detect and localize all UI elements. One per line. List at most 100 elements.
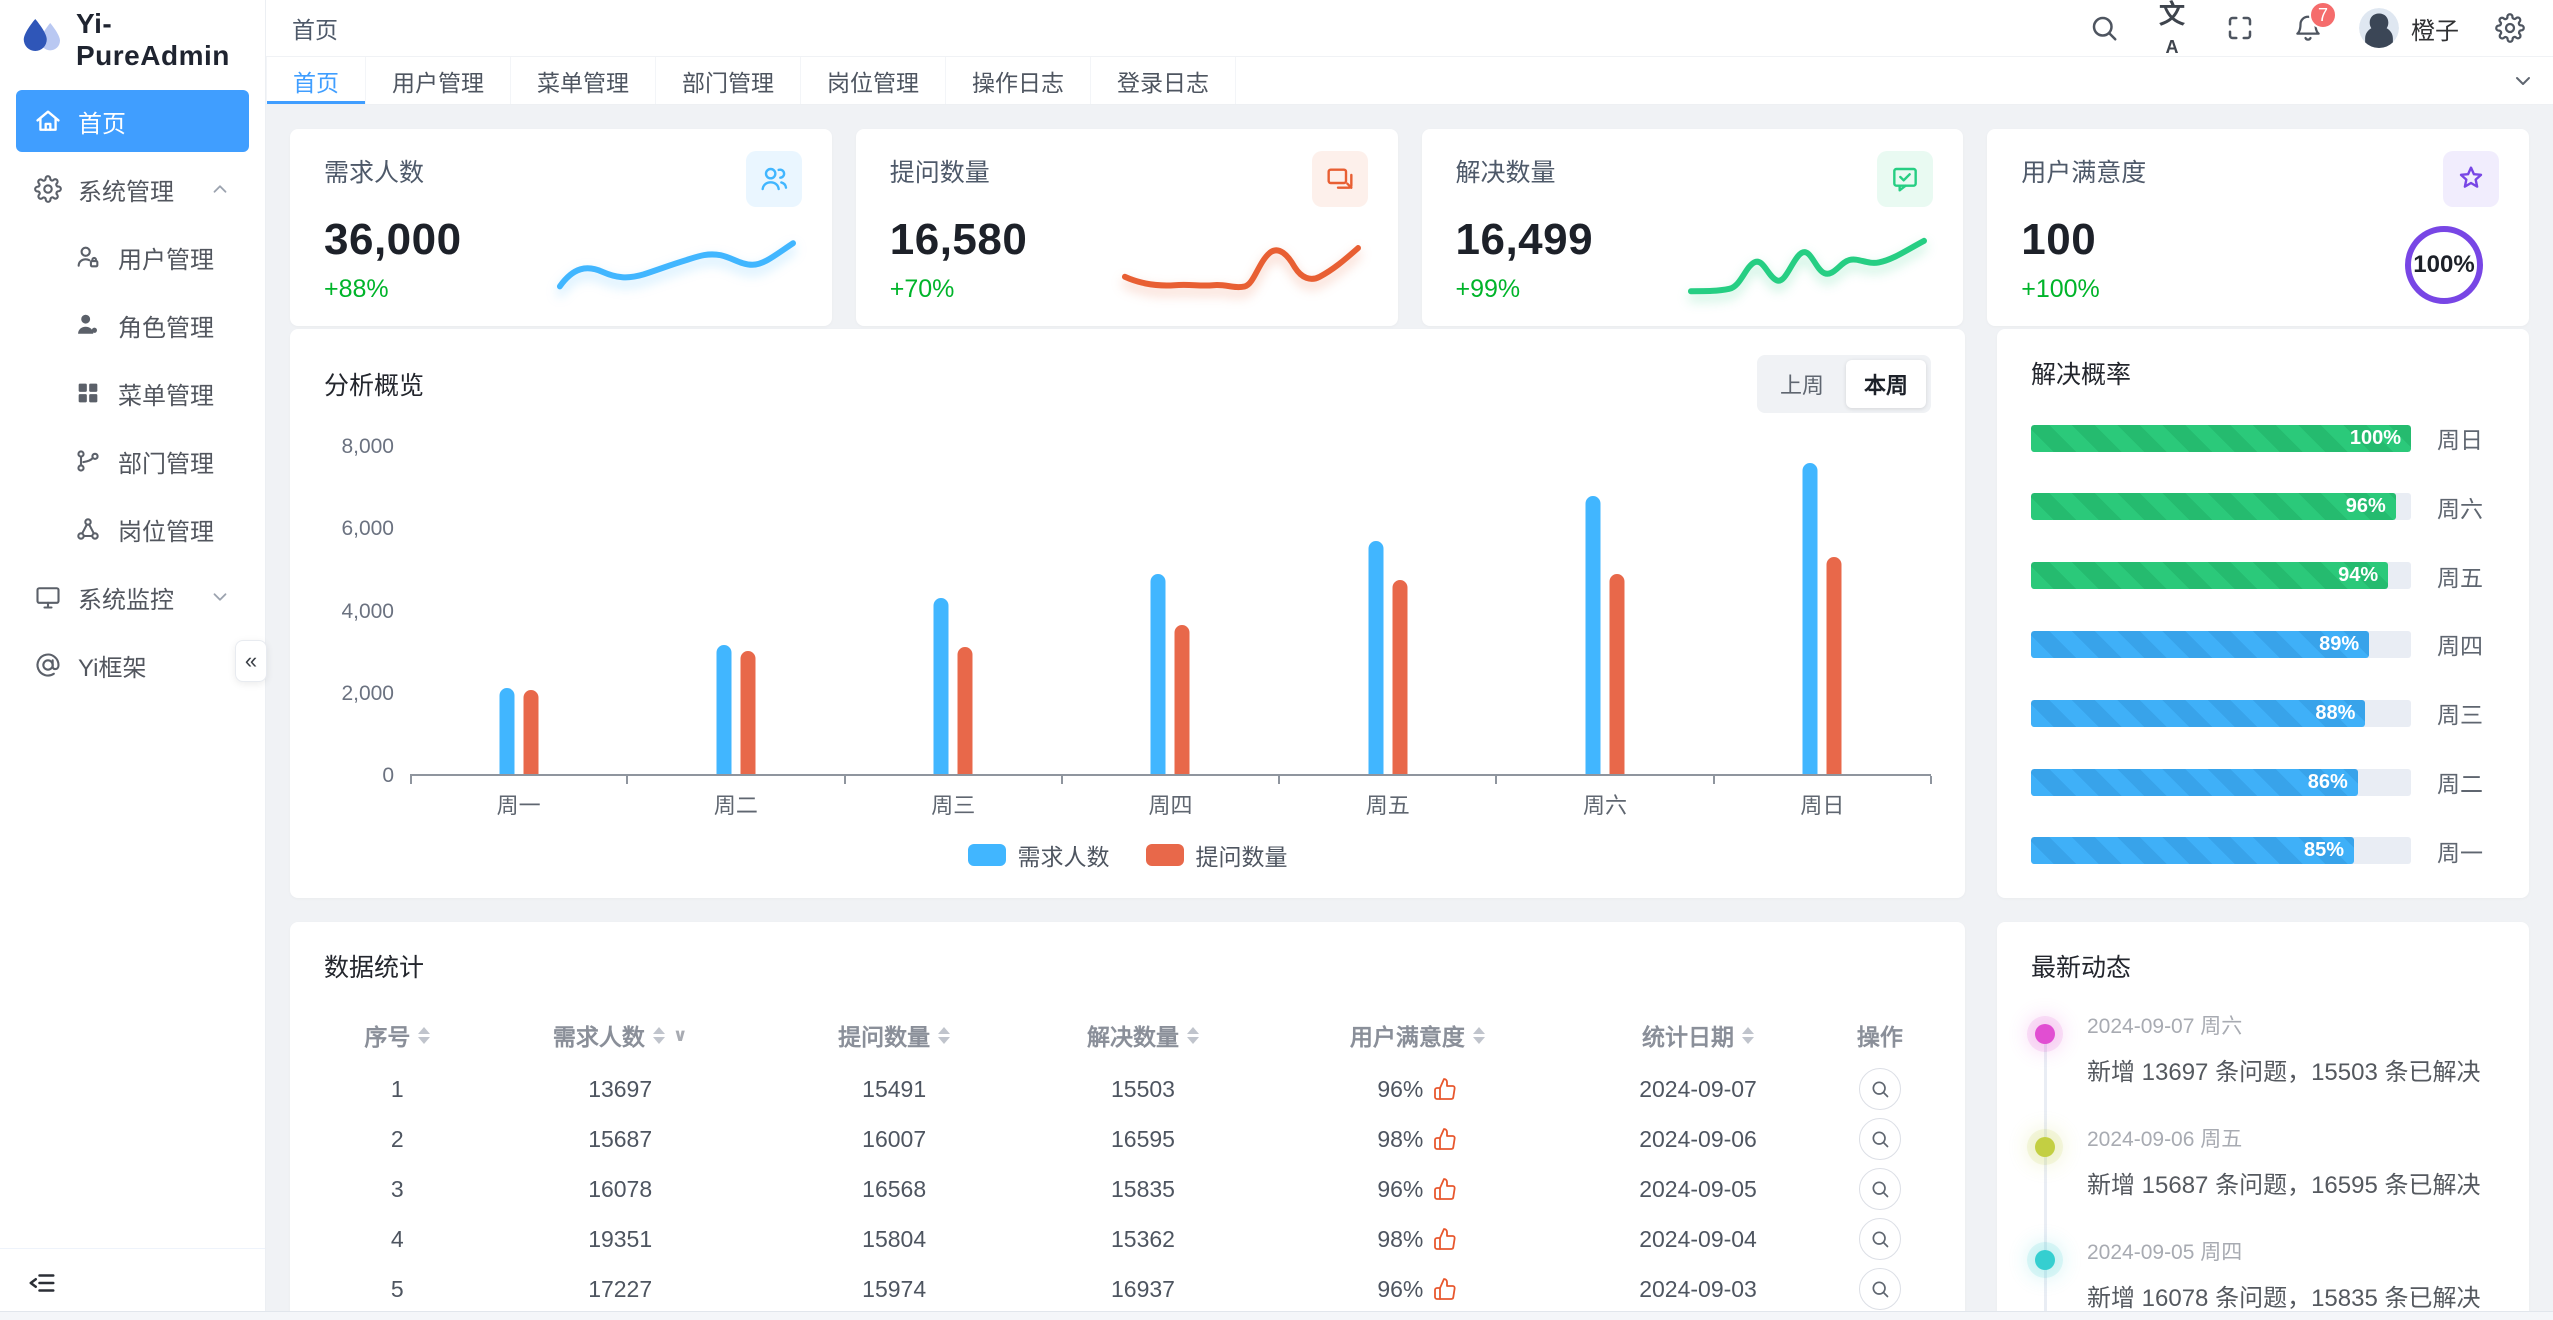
- role-icon: [74, 311, 102, 339]
- satisfaction-value: 98%: [1267, 1226, 1567, 1253]
- thumb-up-icon: [1433, 1227, 1457, 1251]
- sidebar-item-home[interactable]: 首页: [16, 90, 249, 152]
- progress-fill: 96%: [2031, 493, 2396, 521]
- bar-提问数量: [1826, 557, 1842, 774]
- stat-cards-row: 需求人数 36,000 +88% 提问数量 16,580 +70% 解决数量 16,499 +9…: [290, 129, 2529, 326]
- satisfaction-percent: 98%: [1377, 1125, 1424, 1152]
- progress-value: 94%: [2338, 564, 2379, 587]
- tab-home[interactable]: 首页: [266, 57, 366, 104]
- view-detail-button[interactable]: [1858, 1068, 1901, 1110]
- settings-gear-icon[interactable]: [2493, 11, 2527, 45]
- legend-swatch: [1145, 844, 1184, 866]
- sort-carets-icon: [418, 1026, 431, 1044]
- cell-demand: 17227: [588, 1275, 653, 1302]
- column-header-satisfaction[interactable]: 用户满意度: [1267, 1006, 1567, 1064]
- home-icon: [34, 107, 62, 135]
- logo[interactable]: Yi-PureAdmin: [0, 0, 265, 80]
- sidebar-item-menu-management[interactable]: 菜单管理: [16, 362, 249, 424]
- bar-pair: [1150, 447, 1190, 774]
- progress-value: 88%: [2315, 701, 2356, 724]
- breadcrumb[interactable]: 首页: [292, 17, 338, 43]
- column-header-solved[interactable]: 解决数量: [1019, 1006, 1268, 1064]
- timeline-date: 2024-09-06 周五: [2087, 1128, 2243, 1151]
- timeline-item: 2024-09-06 周五新增 15687 条问题，16595 条已解决: [2031, 1123, 2495, 1250]
- tab-operation-log[interactable]: 操作日志: [946, 57, 1091, 104]
- bar-提问数量: [957, 647, 973, 774]
- sidebar-item-role-management[interactable]: 角色管理: [16, 294, 249, 356]
- progress-fill: 89%: [2031, 630, 2370, 658]
- toggle-last-week[interactable]: 上周: [1762, 360, 1842, 408]
- sort-carets-icon: [652, 1026, 665, 1044]
- legend-swatch: [967, 844, 1006, 866]
- timeline: 2024-09-07 周六 新增 13697 条问题，15503 条已解决 2024…: [2031, 1010, 2495, 1320]
- search-icon[interactable]: [2087, 11, 2121, 45]
- menu-fold-icon[interactable]: [24, 1267, 60, 1303]
- tab-login-log[interactable]: 登录日志: [1091, 57, 1236, 104]
- cell-satisfaction: 96%: [1267, 1264, 1567, 1314]
- user-menu[interactable]: 橙子: [2359, 8, 2459, 48]
- sidebar-menu: 首页 系统管理 用户管理 角色管理 菜单管理 部门管理 岗位管理 系统监控 Yi框架: [0, 80, 265, 1248]
- cell-solved: 15362: [1110, 1225, 1175, 1252]
- column-header-question[interactable]: 提问数量: [770, 1006, 1019, 1064]
- tabbar: 首页 用户管理 菜单管理 部门管理 岗位管理 操作日志 登录日志: [266, 57, 2553, 105]
- horizontal-scrollbar[interactable]: [0, 1311, 2553, 1320]
- cell-index: 1: [390, 1075, 404, 1102]
- sidebar-item-system-management[interactable]: 系统管理: [16, 158, 249, 220]
- timeline-item: 2024-09-07 周六 新增 13697 条问题，15503 条已解决: [2031, 1010, 2495, 1137]
- y-tick-label: 4,000: [341, 599, 394, 623]
- sidebar-item-dept-management[interactable]: 部门管理: [16, 430, 249, 492]
- stat-value: 16,499: [1455, 215, 1594, 264]
- bar-pair: [1585, 447, 1625, 774]
- bar-需求人数: [933, 598, 949, 774]
- view-detail-button[interactable]: [1858, 1268, 1901, 1310]
- thumb-up-icon: [1433, 1177, 1457, 1201]
- bell-icon[interactable]: 7: [2291, 1, 2337, 45]
- share-icon: [74, 515, 102, 543]
- timeline-text: 新增 16078 条问题，15835 条已解决: [2087, 1285, 2481, 1312]
- timeline-text: 新增 15687 条问题，16595 条已解决: [2087, 1172, 2481, 1199]
- fullscreen-icon[interactable]: [2223, 11, 2257, 45]
- sidebar-item-post-management[interactable]: 岗位管理: [16, 498, 249, 560]
- tabs: 首页 用户管理 菜单管理 部门管理 岗位管理 操作日志 登录日志: [266, 57, 2493, 104]
- view-detail-button[interactable]: [1858, 1168, 1901, 1210]
- x-axis-label: 周四: [1148, 793, 1193, 818]
- sort-carets-icon: [1472, 1026, 1485, 1044]
- legend-item-需求人数[interactable]: 需求人数: [967, 838, 1110, 872]
- column-header-demand[interactable]: 需求人数 ∨: [471, 1006, 770, 1064]
- column-header-index[interactable]: 序号: [324, 1006, 471, 1064]
- cell-date: 2024-09-03: [1639, 1275, 1757, 1302]
- satisfaction-value: 96%: [1267, 1276, 1567, 1303]
- legend-label: 需求人数: [1017, 844, 1110, 870]
- cell-satisfaction: 96%: [1267, 1064, 1567, 1114]
- cell-solved: 15503: [1110, 1075, 1175, 1102]
- tab-post-management[interactable]: 岗位管理: [801, 57, 946, 104]
- tabs-dropdown-chevron-icon[interactable]: [2493, 57, 2553, 104]
- overview-title: 分析概览: [324, 372, 425, 400]
- y-axis: 8,000 6,000 4,000 2,000 0: [324, 435, 410, 787]
- column-header-date[interactable]: 统计日期: [1567, 1006, 1828, 1064]
- satisfaction-value: 96%: [1267, 1076, 1567, 1103]
- progress-day-label: 周二: [2437, 771, 2483, 798]
- sidebar-item-user-management[interactable]: 用户管理: [16, 226, 249, 288]
- cell-index: 4: [390, 1225, 404, 1252]
- view-detail-button[interactable]: [1858, 1118, 1901, 1160]
- sidebar-item-system-monitor[interactable]: 系统监控: [16, 566, 249, 628]
- tab-dept-management[interactable]: 部门管理: [656, 57, 801, 104]
- plot-column: 周一 周二 周三 周四 周五 周六 周日: [410, 447, 1933, 832]
- cell-question: 16007: [862, 1125, 927, 1152]
- legend-item-提问数量[interactable]: 提问数量: [1145, 838, 1288, 872]
- progress-row-周六: 96% 周六: [2031, 490, 2495, 524]
- translate-icon[interactable]: 文A: [2155, 1, 2189, 56]
- tab-user-management[interactable]: 用户管理: [366, 57, 511, 104]
- tab-menu-management[interactable]: 菜单管理: [511, 57, 656, 104]
- toggle-this-week[interactable]: 本周: [1845, 360, 1926, 408]
- x-axis-label: 周五: [1365, 793, 1410, 818]
- sidebar-collapse-handle[interactable]: «: [235, 640, 267, 682]
- sidebar-item-yi-framework[interactable]: Yi框架: [16, 634, 249, 696]
- progress-value: 85%: [2303, 839, 2344, 862]
- progress-day-label: 周四: [2437, 633, 2483, 660]
- progress-track: 100%: [2031, 424, 2411, 452]
- stat-card-satisfaction: 用户满意度 100 +100% 100%: [1987, 129, 2529, 326]
- view-detail-button[interactable]: [1858, 1218, 1901, 1260]
